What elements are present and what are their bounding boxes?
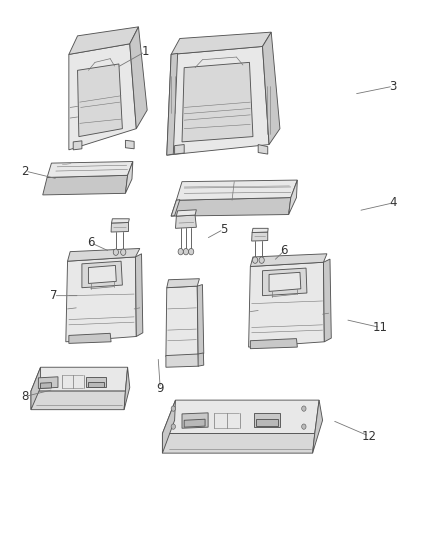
Polygon shape <box>256 419 278 425</box>
Polygon shape <box>69 27 138 54</box>
Polygon shape <box>47 161 133 177</box>
Polygon shape <box>162 433 315 453</box>
Polygon shape <box>69 333 111 343</box>
Polygon shape <box>198 353 204 366</box>
Polygon shape <box>252 228 268 232</box>
Text: 6: 6 <box>87 236 94 249</box>
Polygon shape <box>258 144 268 154</box>
Polygon shape <box>171 200 180 216</box>
Polygon shape <box>39 377 58 389</box>
Polygon shape <box>167 46 269 155</box>
Circle shape <box>184 248 188 255</box>
Circle shape <box>188 248 194 255</box>
Polygon shape <box>69 44 136 150</box>
Polygon shape <box>162 400 319 433</box>
Polygon shape <box>67 248 140 261</box>
Polygon shape <box>82 261 122 288</box>
Polygon shape <box>31 391 125 410</box>
Polygon shape <box>184 419 205 427</box>
Circle shape <box>178 248 184 255</box>
Circle shape <box>171 406 176 411</box>
Polygon shape <box>88 382 104 387</box>
Polygon shape <box>88 265 116 284</box>
Circle shape <box>253 257 258 263</box>
Polygon shape <box>125 140 134 149</box>
Polygon shape <box>251 338 297 349</box>
Polygon shape <box>171 32 271 54</box>
Polygon shape <box>112 219 129 223</box>
Text: 7: 7 <box>50 289 57 302</box>
Polygon shape <box>66 257 136 342</box>
Polygon shape <box>175 144 184 154</box>
Text: 9: 9 <box>156 382 164 395</box>
Circle shape <box>259 257 264 263</box>
Polygon shape <box>166 286 198 357</box>
Polygon shape <box>252 232 268 241</box>
Polygon shape <box>176 215 196 228</box>
Polygon shape <box>162 400 176 453</box>
Text: 4: 4 <box>389 196 397 209</box>
Polygon shape <box>254 413 280 426</box>
Polygon shape <box>167 53 178 155</box>
Polygon shape <box>78 64 122 136</box>
Circle shape <box>302 406 306 411</box>
Circle shape <box>120 249 126 255</box>
Polygon shape <box>31 367 127 391</box>
Polygon shape <box>269 272 301 292</box>
Polygon shape <box>124 367 130 410</box>
Polygon shape <box>182 413 208 428</box>
Polygon shape <box>262 268 307 296</box>
Text: 11: 11 <box>373 321 388 334</box>
Polygon shape <box>43 175 127 195</box>
Polygon shape <box>86 377 106 387</box>
Polygon shape <box>41 383 51 389</box>
Polygon shape <box>289 180 297 215</box>
Polygon shape <box>31 367 41 410</box>
Polygon shape <box>135 254 143 336</box>
Text: 12: 12 <box>362 430 377 443</box>
Polygon shape <box>166 354 198 367</box>
Polygon shape <box>125 161 133 193</box>
Polygon shape <box>323 259 331 342</box>
Polygon shape <box>111 222 128 232</box>
Polygon shape <box>177 180 297 200</box>
Text: 5: 5 <box>220 223 227 236</box>
Polygon shape <box>249 262 324 347</box>
Text: 6: 6 <box>280 244 288 257</box>
Text: 3: 3 <box>389 80 397 93</box>
Polygon shape <box>182 62 253 142</box>
Text: 1: 1 <box>141 45 149 58</box>
Text: 8: 8 <box>21 390 29 403</box>
Polygon shape <box>262 32 280 144</box>
Circle shape <box>113 249 118 255</box>
Polygon shape <box>313 400 322 453</box>
Polygon shape <box>251 254 327 266</box>
Polygon shape <box>177 210 196 216</box>
Polygon shape <box>167 279 199 288</box>
Polygon shape <box>171 198 291 216</box>
Polygon shape <box>73 141 82 150</box>
Circle shape <box>302 424 306 429</box>
Polygon shape <box>197 285 204 355</box>
Circle shape <box>171 424 176 429</box>
Text: 2: 2 <box>21 165 29 177</box>
Polygon shape <box>130 27 147 128</box>
